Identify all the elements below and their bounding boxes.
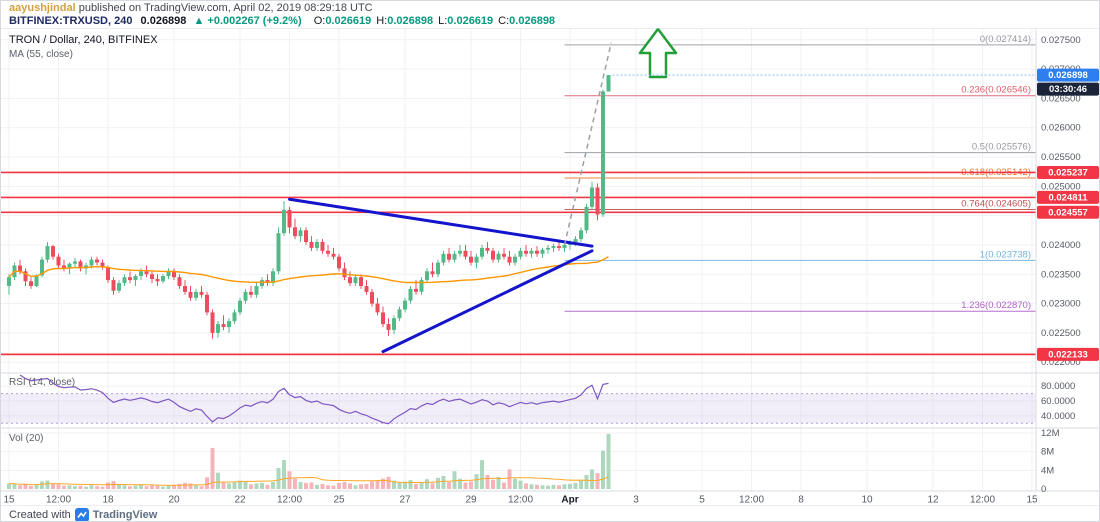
svg-text:0(0.027414): 0(0.027414) xyxy=(980,34,1031,45)
created-with-text: Created with xyxy=(9,508,71,521)
author-link[interactable]: aayushjindal xyxy=(9,2,76,14)
ohlc-value: 0.026619 xyxy=(325,15,372,27)
ohlc-values: O:0.026619 H:0.026898 L:0.026619 C:0.026898 xyxy=(309,15,555,27)
svg-text:8: 8 xyxy=(798,495,804,506)
svg-text:12:00: 12:00 xyxy=(46,495,71,506)
ohlc-value: 0.026898 xyxy=(387,15,434,27)
svg-text:0.5(0.025576): 0.5(0.025576) xyxy=(972,142,1031,153)
projection-dashed-line xyxy=(563,42,612,246)
rsi-line xyxy=(19,374,609,425)
svg-text:0.026000: 0.026000 xyxy=(1041,123,1081,134)
symbol-label[interactable]: BITFINEX:TRXUSD, 240 xyxy=(9,15,133,27)
ma-line xyxy=(8,256,609,284)
svg-text:0.022500: 0.022500 xyxy=(1041,328,1081,339)
svg-text:60.0000: 60.0000 xyxy=(1041,396,1075,407)
svg-text:12: 12 xyxy=(927,495,939,506)
last-price: 0.026898 xyxy=(140,15,187,27)
svg-text:8M: 8M xyxy=(1041,447,1054,458)
published-text: published on TradingView.com, April 02, … xyxy=(78,2,373,14)
svg-text:0.025500: 0.025500 xyxy=(1041,152,1081,163)
support-resistance-lines[interactable] xyxy=(1,171,1036,356)
svg-text:0.023500: 0.023500 xyxy=(1041,269,1081,280)
svg-text:0.024811: 0.024811 xyxy=(1048,192,1088,203)
svg-text:10: 10 xyxy=(861,495,873,506)
svg-text:3: 3 xyxy=(633,495,639,506)
svg-text:12M: 12M xyxy=(1041,428,1060,439)
ohlc-label: L: xyxy=(438,15,448,27)
svg-text:80.0000: 80.0000 xyxy=(1041,381,1075,392)
svg-text:18: 18 xyxy=(102,495,114,506)
svg-text:29: 29 xyxy=(465,495,477,506)
symbol-row: BITFINEX:TRXUSD, 240 0.026898 ▲ +0.00226… xyxy=(9,15,1099,28)
vol-legend: Vol (20) xyxy=(9,433,43,444)
rsi-band xyxy=(1,393,1036,424)
tradingview-link[interactable]: TradingView xyxy=(92,508,158,521)
svg-text:15: 15 xyxy=(1026,495,1038,506)
svg-text:Apr: Apr xyxy=(561,495,578,506)
triangle-pattern-lines[interactable] xyxy=(288,197,594,354)
svg-text:0.025237: 0.025237 xyxy=(1048,167,1088,178)
svg-text:0.022133: 0.022133 xyxy=(1048,349,1088,360)
ohlc-label: O: xyxy=(313,15,326,27)
svg-text:25: 25 xyxy=(333,495,345,506)
svg-text:12:00: 12:00 xyxy=(739,495,764,506)
svg-text:0.022000: 0.022000 xyxy=(1041,357,1081,368)
svg-text:4M: 4M xyxy=(1041,465,1054,476)
svg-text:27: 27 xyxy=(399,495,411,506)
svg-text:12:00: 12:00 xyxy=(970,495,995,506)
svg-text:22: 22 xyxy=(234,495,246,506)
price-axis-tags: 0.025237 0.024811 0.024557 0.022133 0.026898… xyxy=(612,68,1099,361)
svg-text:1.236(0.022870): 1.236(0.022870) xyxy=(961,300,1031,311)
ohlc-label: H: xyxy=(376,15,388,27)
svg-text:0.024557: 0.024557 xyxy=(1048,207,1088,218)
ma-legend: MA (55, close) xyxy=(9,49,73,60)
rsi-legend: RSI (14, close) xyxy=(9,377,75,388)
tradingview-logo-icon[interactable] xyxy=(74,507,89,521)
change-badge: ▲ +0.002267 (+9.2%) xyxy=(193,15,302,27)
svg-text:0.236(0.026546): 0.236(0.026546) xyxy=(961,85,1031,96)
svg-text:20: 20 xyxy=(168,495,180,506)
svg-text:12:00: 12:00 xyxy=(508,495,533,506)
svg-text:5: 5 xyxy=(699,495,705,506)
price-time-axis[interactable]: 0.0275000.0270000.0265000.0260000.025500… xyxy=(3,35,1080,506)
svg-text:0.027500: 0.027500 xyxy=(1041,35,1081,46)
svg-text:0.023000: 0.023000 xyxy=(1041,299,1081,310)
ohlc-value: 0.026619 xyxy=(447,15,494,27)
volume-pane xyxy=(7,433,611,489)
svg-text:03:30:46: 03:30:46 xyxy=(1049,84,1087,95)
svg-text:15: 15 xyxy=(3,495,15,506)
svg-text:1(0.023738): 1(0.023738) xyxy=(980,249,1031,260)
svg-text:0.025000: 0.025000 xyxy=(1041,181,1081,192)
chart-grid xyxy=(1,28,1036,491)
svg-text:0.026898: 0.026898 xyxy=(1048,70,1088,81)
snapshot-header: aayushjindal published on TradingView.co… xyxy=(1,1,1099,28)
svg-text:0.024000: 0.024000 xyxy=(1041,240,1081,251)
ohlc-label: C: xyxy=(498,15,510,27)
svg-text:0.026500: 0.026500 xyxy=(1041,93,1081,104)
candlestick-series xyxy=(7,75,611,339)
svg-text:40.0000: 40.0000 xyxy=(1041,411,1075,422)
ohlc-value: 0.026898 xyxy=(509,15,556,27)
attribution-footer: Created with TradingView xyxy=(1,506,1099,521)
published-row: aayushjindal published on TradingView.co… xyxy=(9,2,1099,15)
svg-text:0.764(0.024605): 0.764(0.024605) xyxy=(961,199,1031,210)
chart-title: TRON / Dollar, 240, BITFINEX xyxy=(9,34,158,46)
svg-text:0: 0 xyxy=(1041,484,1046,495)
breakout-arrow-icon xyxy=(638,27,678,79)
svg-text:12:00: 12:00 xyxy=(277,495,302,506)
